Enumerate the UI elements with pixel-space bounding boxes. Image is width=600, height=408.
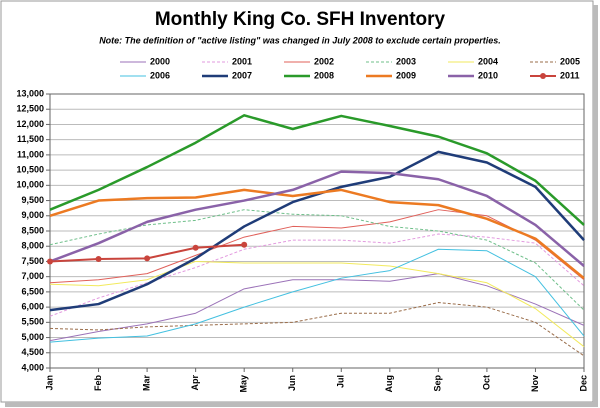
legend-marker — [540, 73, 546, 79]
y-tick-label: 8,500 — [21, 225, 44, 235]
shadow — [593, 5, 598, 405]
x-tick-label: Aug — [384, 375, 394, 393]
series-line — [49, 150, 585, 312]
x-tick-label: May — [239, 375, 249, 393]
legend-label: 2002 — [314, 56, 334, 66]
series-marker — [95, 256, 102, 263]
y-tick-label: 9,500 — [21, 195, 44, 205]
legend-label: 2009 — [396, 70, 416, 80]
series-marker — [241, 241, 248, 248]
legend-label: 2005 — [560, 56, 580, 66]
legend-label: 2000 — [150, 56, 170, 66]
series-line — [49, 114, 585, 226]
series-line — [49, 260, 585, 348]
y-tick-label: 7,500 — [21, 256, 44, 266]
y-tick-label: 10,500 — [16, 164, 44, 174]
x-tick-label: Dec — [578, 375, 588, 392]
legend-label: 2010 — [478, 70, 498, 80]
shadow — [5, 402, 598, 407]
y-tick-label: 8,000 — [21, 241, 44, 251]
chart-title: Monthly King Co. SFH Inventory — [155, 9, 446, 30]
y-tick-label: 5,500 — [21, 317, 44, 327]
legend-label: 2004 — [478, 56, 498, 66]
y-tick-label: 4,000 — [21, 362, 44, 372]
x-tick-label: Jul — [336, 375, 346, 388]
y-tick-label: 6,000 — [21, 301, 44, 311]
x-tick-label: Jan — [44, 375, 54, 391]
y-tick-label: 12,000 — [16, 119, 44, 129]
legend-label: 2011 — [560, 70, 580, 80]
x-tick-label: Oct — [481, 375, 491, 390]
y-tick-label: 9,000 — [21, 210, 44, 220]
x-tick-label: Sep — [433, 375, 443, 392]
legend-label: 2001 — [232, 56, 252, 66]
y-tick-label: 13,000 — [16, 88, 44, 98]
plot-border — [49, 93, 585, 369]
series-line — [49, 302, 585, 357]
legend-label: 2006 — [150, 70, 170, 80]
y-tick-label: 6,500 — [21, 286, 44, 296]
y-tick-label: 11,000 — [17, 149, 44, 159]
legend-label: 2008 — [314, 70, 334, 80]
legend-label: 2003 — [396, 56, 416, 66]
y-tick-label: 4,500 — [21, 347, 44, 357]
x-tick-label: Apr — [190, 375, 200, 391]
y-tick-label: 11,500 — [17, 134, 44, 144]
x-tick-label: Nov — [530, 375, 540, 392]
legend-label: 2007 — [232, 70, 252, 80]
y-tick-label: 10,000 — [16, 180, 44, 190]
x-tick-label: Mar — [141, 375, 151, 392]
y-tick-label: 5,000 — [21, 332, 44, 342]
series-marker — [47, 258, 53, 265]
series-line — [49, 248, 585, 343]
series-marker — [192, 244, 199, 251]
series-line — [49, 273, 585, 342]
x-tick-label: Jun — [287, 375, 297, 391]
x-tick-label: Feb — [93, 375, 103, 392]
series-line — [49, 209, 585, 284]
chart-subtitle: Note: The definition of "active listing"… — [99, 35, 501, 45]
y-tick-label: 12,500 — [16, 104, 44, 114]
y-tick-label: 7,000 — [21, 271, 44, 281]
series-line — [49, 170, 585, 267]
series-line — [49, 188, 585, 280]
series-marker — [144, 255, 151, 262]
